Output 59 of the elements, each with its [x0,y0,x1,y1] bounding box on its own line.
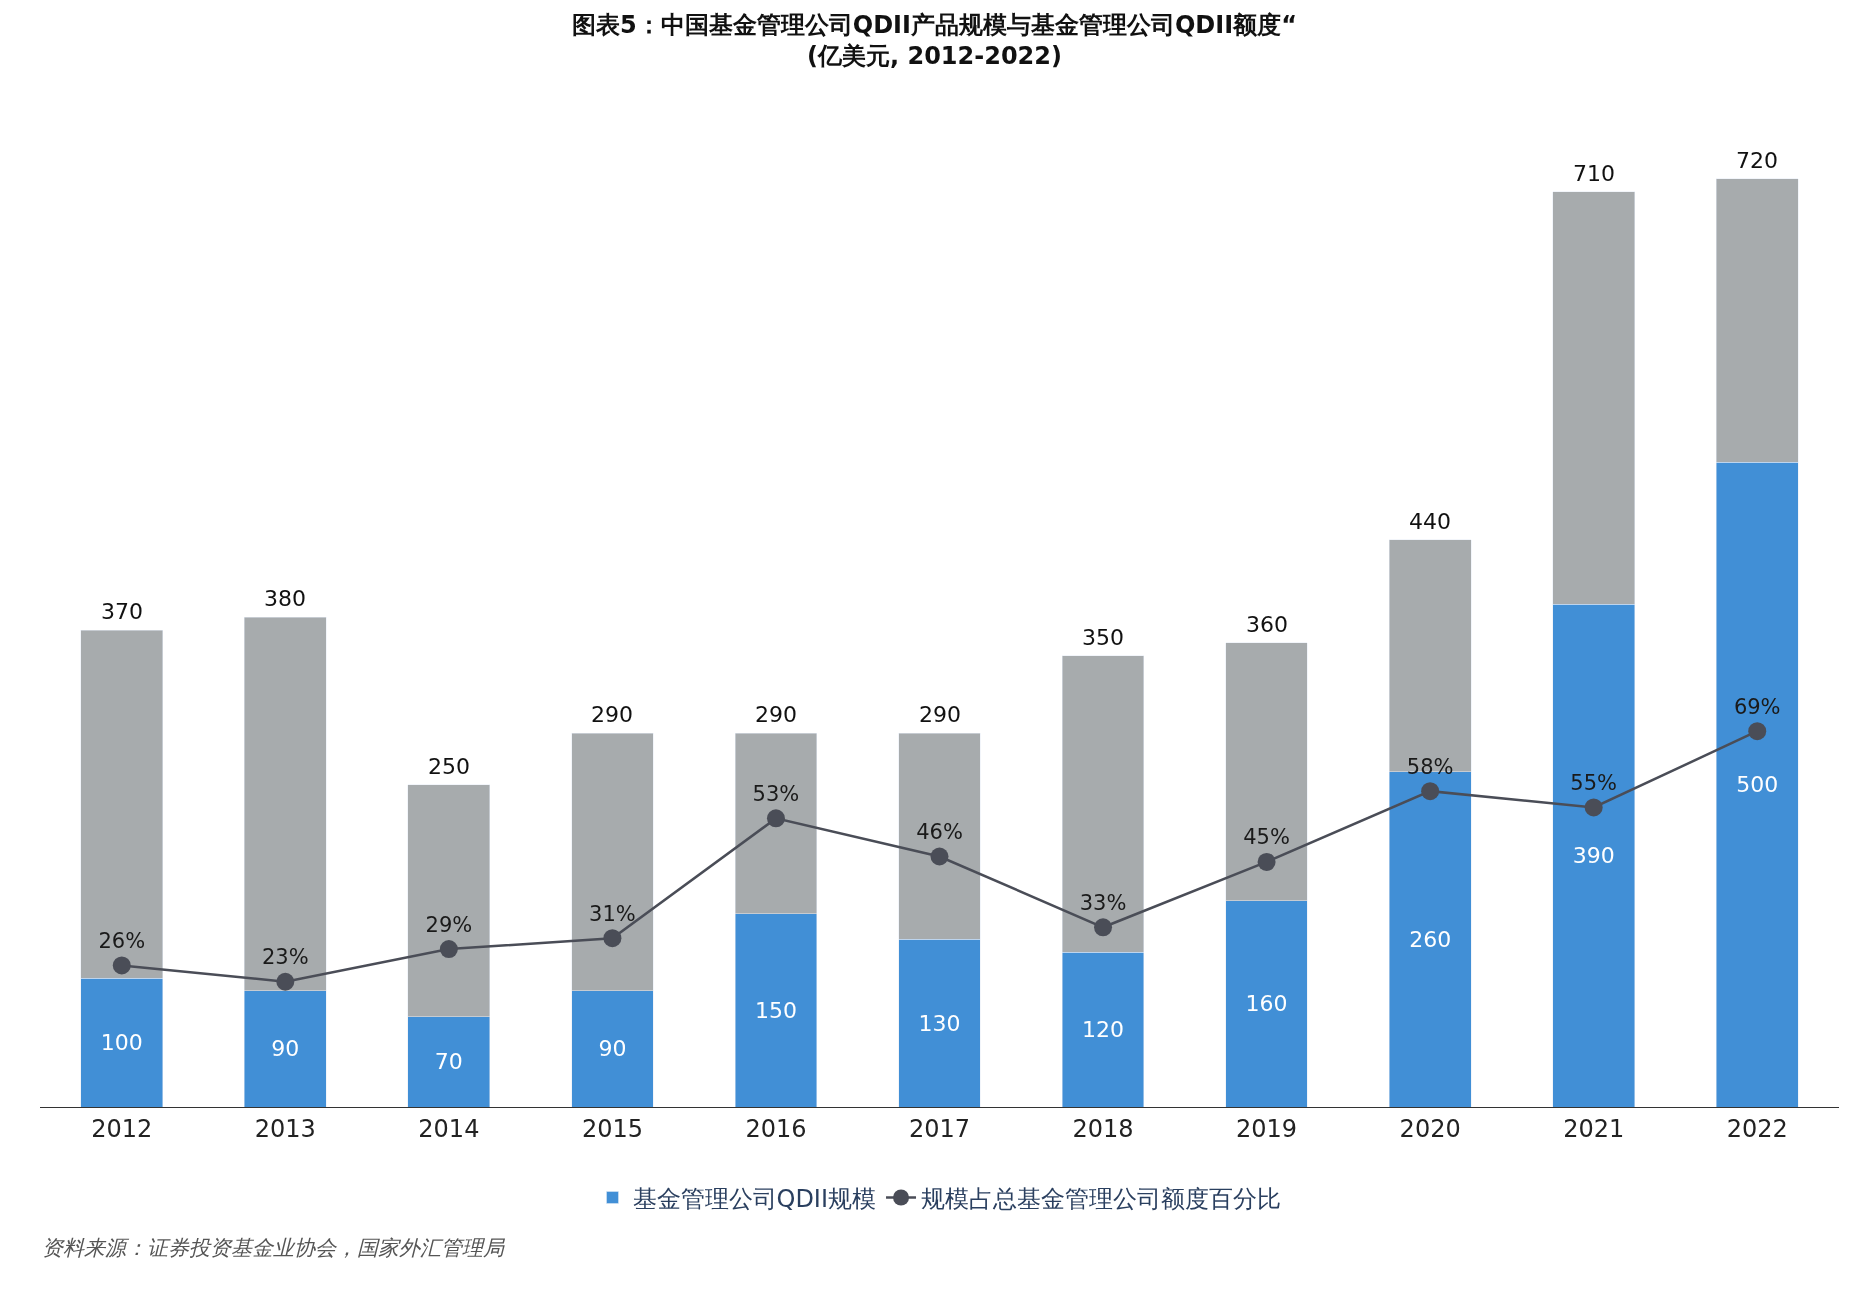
data-label: 390 [1572,843,1615,869]
total-label: 290 [755,702,797,727]
x-tick-label: 2018 [1072,1114,1134,1143]
total-label: 370 [101,599,143,624]
x-tick-label: 2014 [418,1114,480,1143]
total-label: 720 [1736,148,1778,173]
total-label: 350 [1082,625,1124,650]
data-label: 45% [1243,825,1290,850]
point [439,940,458,959]
total-label: 290 [919,702,961,727]
data-label: 29% [425,912,473,937]
x-tick-label: 2021 [1563,1114,1625,1143]
x-tick-label: 2016 [745,1114,807,1143]
data-label: 69% [1733,694,1781,719]
x-tick-label: 2017 [908,1114,971,1143]
point [1094,918,1113,937]
data-label: 90 [271,1036,300,1062]
data-label: 90 [598,1036,627,1062]
data-label: 33% [1079,890,1127,915]
point [276,972,295,991]
total-label: 440 [1409,509,1451,534]
x-tick-label: 2015 [581,1114,643,1143]
chart-subtitle: (亿美元, 2012-2022) [807,41,1062,70]
x-tick-label: 2012 [91,1114,153,1143]
x-tick-label: 2013 [254,1114,316,1143]
data-label: 31% [589,901,636,926]
data-label: 160 [1245,991,1288,1017]
total-label: 250 [428,754,470,779]
legend-label: 基金管理公司QDII规模 [632,1184,877,1213]
data-label: 150 [754,997,797,1023]
point [766,809,785,828]
point [603,929,622,948]
chart-title: 图表5：中国基金管理公司QDII产品规模与基金管理公司QDII额度“ [572,10,1297,39]
data-label: 55% [1570,770,1618,795]
total-label: 360 [1246,612,1288,637]
legend-label: 规模占总基金管理公司额度百分比 [921,1184,1282,1213]
text: 资料来源：证券投资基金业协会，国家外汇管理局 [42,1236,506,1260]
total-label: 710 [1573,161,1615,186]
point [1257,852,1276,871]
point [1421,782,1440,801]
data-label: 70 [434,1049,463,1075]
data-label: 260 [1409,926,1452,952]
point [930,847,949,866]
x-tick-label: 2022 [1726,1114,1788,1143]
data-label: 500 [1736,772,1779,798]
data-label: 26% [98,928,146,953]
total-label: 380 [264,586,306,611]
data-label: 130 [918,1010,961,1036]
data-label: 120 [1082,1017,1125,1043]
point [112,956,131,975]
data-label: 23% [261,945,309,970]
x-tick-label: 2019 [1236,1114,1298,1143]
data-label: 100 [100,1030,143,1056]
point [1748,722,1767,741]
point [1584,798,1603,817]
x-tick-label: 2020 [1399,1114,1461,1143]
total-label: 290 [591,702,633,727]
data-label: 53% [752,781,800,806]
data-label: 46% [916,819,963,844]
